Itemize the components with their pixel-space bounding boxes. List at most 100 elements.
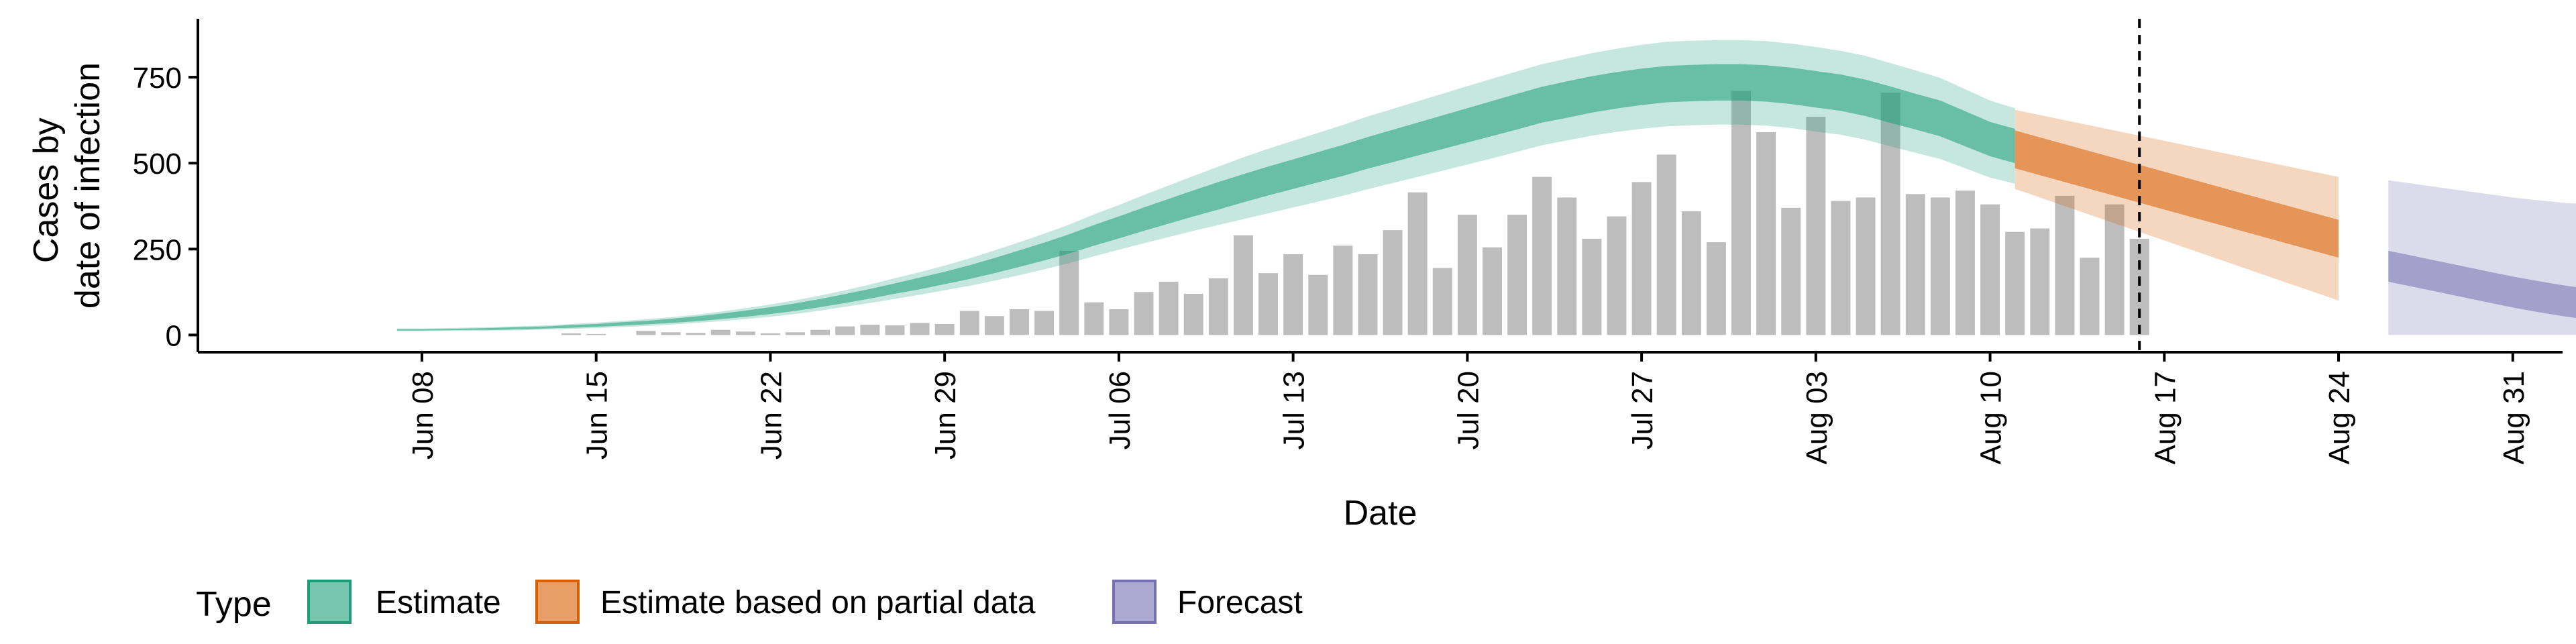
x-tick-label: Jun 29	[929, 371, 962, 460]
case-bar	[1432, 268, 1452, 335]
case-bar	[934, 323, 955, 335]
legend-swatch-estimate	[307, 580, 352, 624]
case-bar	[1706, 242, 1726, 335]
case-bar	[1955, 191, 1975, 335]
case-bar	[860, 325, 880, 335]
case-bar	[1457, 215, 1477, 335]
case-bar	[1557, 197, 1577, 335]
y-axis-label: Cases by date of infection	[27, 62, 107, 309]
case-bar	[1806, 117, 1826, 335]
x-tick-label: Aug 03	[1801, 371, 1833, 464]
y-axis-ticks: 0 250 500 750	[133, 62, 198, 352]
x-tick-label: Aug 24	[2323, 371, 2356, 464]
case-bar	[1059, 250, 1079, 335]
case-bar	[1980, 204, 2000, 335]
case-bar	[1507, 215, 1527, 335]
estimate-outer-band	[396, 40, 2015, 331]
case-bar	[2080, 258, 2100, 335]
x-axis-ticks: Jun 08 Jun 15 Jun 22 Jun 29 Jul 06 Jul 13 Jul …	[407, 352, 2530, 464]
case-bar	[1731, 91, 1751, 335]
y-tick-label: 0	[166, 319, 182, 352]
case-bar	[1656, 154, 1676, 335]
case-bar	[561, 333, 582, 335]
case-bar	[1681, 211, 1701, 335]
case-bar	[1283, 254, 1303, 335]
case-bar	[786, 332, 805, 335]
case-bar	[1208, 278, 1228, 335]
y-tick-label: 250	[133, 233, 182, 266]
case-bar	[835, 326, 855, 335]
case-bar	[910, 323, 930, 335]
case-bar	[1084, 302, 1104, 335]
y-axis-label-line-1: Cases by	[27, 117, 66, 263]
case-bar	[1134, 292, 1154, 335]
x-tick-label: Jul 13	[1278, 371, 1311, 449]
case-bar	[686, 333, 706, 335]
x-axis-label: Date	[1344, 494, 1417, 533]
y-axis-label-line-2: date of infection	[68, 62, 107, 309]
legend-label-estimate-based-on-partial-data: Estimate based on partial data	[600, 585, 1036, 621]
case-bar	[760, 333, 780, 335]
case-bar	[1582, 238, 1602, 335]
case-bar	[810, 329, 830, 335]
case-bar	[710, 329, 731, 335]
case-bar	[2129, 238, 2149, 335]
case-bar	[661, 332, 681, 335]
y-tick-label: 500	[133, 148, 182, 180]
case-bar	[636, 331, 656, 335]
case-bar	[959, 311, 979, 335]
case-bar	[1607, 216, 1627, 335]
legend-label-forecast: Forecast	[1177, 585, 1303, 621]
legend-swatch-forecast	[1112, 580, 1157, 624]
case-bar	[2104, 204, 2125, 335]
case-bar	[1383, 230, 1403, 335]
case-bar	[1631, 182, 1652, 335]
legend-label-estimate: Estimate	[376, 585, 501, 621]
case-bar	[1183, 293, 1203, 335]
axes	[197, 19, 2563, 354]
case-bar	[1532, 176, 1552, 335]
case-bar	[1407, 192, 1428, 335]
case-bar	[885, 325, 905, 335]
case-bar	[1856, 197, 1876, 335]
case-bar	[1930, 197, 1950, 335]
x-tick-label: Jul 06	[1104, 371, 1136, 449]
legend: Type Estimate Estimate based on partial d…	[196, 580, 1303, 624]
case-bar	[1109, 309, 1129, 335]
forecast-inner-band	[2388, 250, 2576, 318]
x-tick-label: Jul 27	[1626, 371, 1659, 449]
estimate-based-on-partial-data-inner-band	[2015, 130, 2339, 258]
case-bar	[1010, 309, 1029, 335]
case-bar	[1258, 273, 1278, 335]
case-bar	[586, 333, 606, 335]
x-tick-label: Aug 31	[2498, 371, 2530, 464]
case-bar	[735, 331, 755, 335]
x-tick-label: Jul 20	[1452, 371, 1485, 449]
case-bar	[1831, 201, 1851, 335]
case-bars	[561, 91, 2149, 335]
case-bar	[1483, 247, 1502, 335]
case-bar	[1358, 254, 1378, 335]
case-bar	[1159, 281, 1179, 335]
case-bar	[1756, 132, 1776, 335]
case-bar	[984, 316, 1004, 335]
estimate-inner-band	[396, 64, 2015, 331]
case-bar	[1333, 246, 1353, 335]
case-bar	[2055, 195, 2075, 335]
case-bar	[1905, 194, 1925, 335]
x-tick-label: Jun 22	[755, 371, 788, 460]
legend-swatch-estimate-based-on-partial-data	[535, 580, 580, 624]
case-bar	[1034, 311, 1055, 335]
estimate-bands	[396, 40, 2576, 335]
case-bar	[1308, 274, 1328, 335]
x-tick-label: Jun 08	[407, 371, 439, 460]
case-bar	[1781, 207, 1801, 335]
case-bar	[2030, 228, 2050, 335]
case-bar	[1880, 93, 1900, 335]
x-tick-label: Jun 15	[581, 371, 614, 460]
case-bar	[1233, 235, 1253, 335]
y-tick-label: 750	[133, 62, 182, 95]
x-tick-label: Aug 10	[1975, 371, 2008, 464]
x-tick-label: Aug 17	[2149, 371, 2182, 464]
